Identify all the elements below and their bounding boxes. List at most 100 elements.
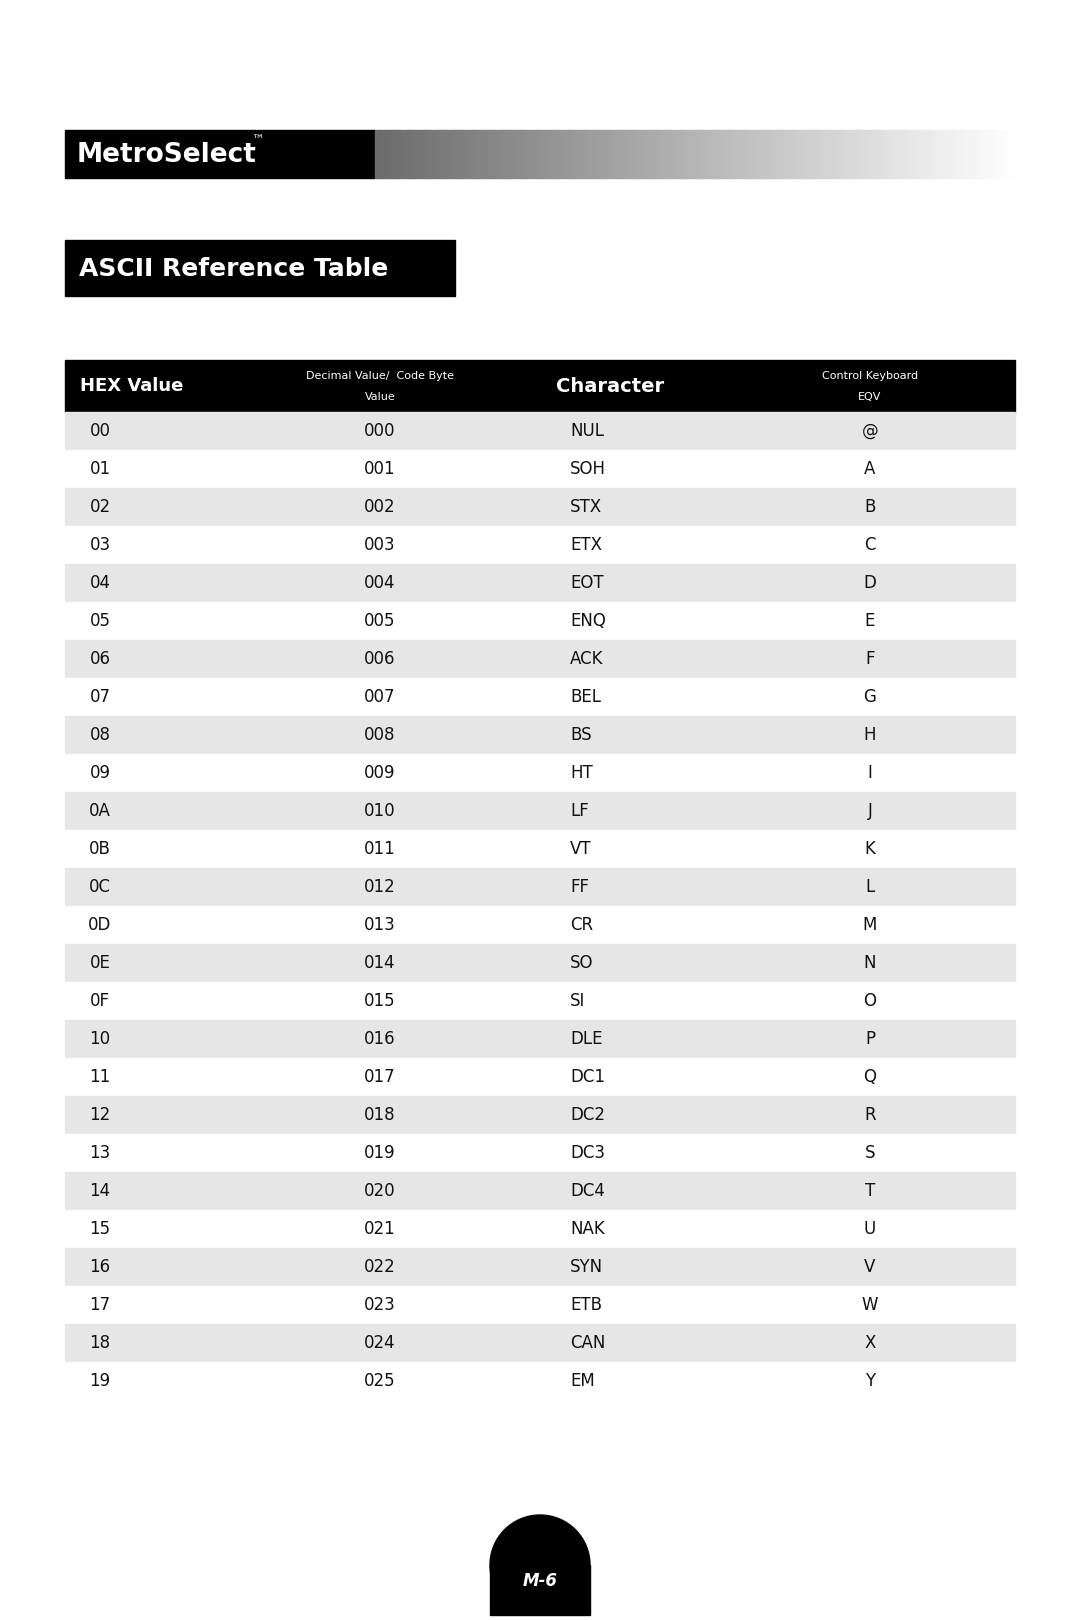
Bar bbox=[804, 130, 808, 178]
Bar bbox=[870, 130, 875, 178]
Ellipse shape bbox=[490, 1515, 590, 1615]
Text: ™: ™ bbox=[251, 134, 264, 147]
Bar bbox=[945, 130, 948, 178]
Bar bbox=[647, 130, 650, 178]
Bar bbox=[989, 130, 994, 178]
Text: 19: 19 bbox=[90, 1372, 110, 1390]
Bar bbox=[730, 130, 734, 178]
Bar bbox=[887, 130, 891, 178]
Text: O: O bbox=[864, 991, 877, 1009]
Bar bbox=[583, 130, 586, 178]
Bar bbox=[733, 130, 738, 178]
Text: ASCII Reference Table: ASCII Reference Table bbox=[79, 258, 388, 282]
Bar bbox=[618, 130, 622, 178]
Text: ETX: ETX bbox=[570, 536, 602, 554]
Text: 002: 002 bbox=[364, 497, 395, 517]
Bar bbox=[65, 564, 1015, 603]
Text: W: W bbox=[862, 1296, 878, 1314]
Bar bbox=[983, 130, 987, 178]
Bar bbox=[714, 130, 718, 178]
Bar bbox=[922, 130, 926, 178]
Bar bbox=[65, 1210, 1015, 1247]
Bar bbox=[772, 130, 775, 178]
Text: R: R bbox=[864, 1106, 876, 1124]
Bar bbox=[893, 130, 897, 178]
Bar bbox=[464, 130, 469, 178]
Text: DC2: DC2 bbox=[570, 1106, 605, 1124]
Bar bbox=[640, 130, 645, 178]
Text: 15: 15 bbox=[90, 1220, 110, 1238]
Bar bbox=[401, 130, 404, 178]
Bar bbox=[903, 130, 907, 178]
Bar bbox=[433, 130, 436, 178]
Bar bbox=[567, 130, 570, 178]
Bar bbox=[753, 130, 756, 178]
Bar bbox=[65, 640, 1015, 679]
Text: ACK: ACK bbox=[570, 650, 604, 667]
Text: S: S bbox=[865, 1144, 875, 1162]
Bar bbox=[391, 130, 394, 178]
Bar bbox=[557, 130, 562, 178]
Bar bbox=[967, 130, 971, 178]
Text: DC4: DC4 bbox=[570, 1183, 605, 1200]
Bar bbox=[615, 130, 619, 178]
Text: DC1: DC1 bbox=[570, 1068, 605, 1085]
Bar bbox=[676, 130, 679, 178]
Text: C: C bbox=[864, 536, 876, 554]
Bar bbox=[519, 130, 523, 178]
Bar bbox=[683, 130, 686, 178]
Bar bbox=[737, 130, 740, 178]
Bar bbox=[484, 130, 487, 178]
Bar bbox=[926, 130, 929, 178]
Bar bbox=[551, 130, 555, 178]
Bar bbox=[653, 130, 657, 178]
Text: 12: 12 bbox=[90, 1106, 110, 1124]
Bar bbox=[849, 130, 852, 178]
Text: CR: CR bbox=[570, 915, 593, 935]
Bar bbox=[570, 130, 573, 178]
Text: V: V bbox=[864, 1259, 876, 1277]
Bar bbox=[727, 130, 731, 178]
Bar bbox=[544, 130, 549, 178]
Text: 021: 021 bbox=[364, 1220, 396, 1238]
Text: 18: 18 bbox=[90, 1333, 110, 1353]
Text: SO: SO bbox=[570, 954, 594, 972]
Bar bbox=[1012, 130, 1015, 178]
Text: T: T bbox=[865, 1183, 875, 1200]
Bar bbox=[663, 130, 666, 178]
Bar bbox=[743, 130, 746, 178]
Bar bbox=[510, 130, 513, 178]
Bar bbox=[448, 130, 453, 178]
Bar bbox=[846, 130, 849, 178]
Bar bbox=[650, 130, 653, 178]
Bar bbox=[573, 130, 577, 178]
Text: 020: 020 bbox=[364, 1183, 395, 1200]
Bar bbox=[704, 130, 708, 178]
Text: I: I bbox=[867, 765, 873, 782]
Text: 023: 023 bbox=[364, 1296, 396, 1314]
Text: 13: 13 bbox=[90, 1144, 110, 1162]
Text: 03: 03 bbox=[90, 536, 110, 554]
Bar bbox=[842, 130, 846, 178]
Bar bbox=[414, 130, 417, 178]
Bar bbox=[756, 130, 759, 178]
Text: EM: EM bbox=[570, 1372, 595, 1390]
Bar bbox=[442, 130, 446, 178]
Bar bbox=[868, 130, 872, 178]
Bar bbox=[611, 130, 616, 178]
Bar bbox=[503, 130, 507, 178]
Text: N: N bbox=[864, 954, 876, 972]
Bar bbox=[561, 130, 565, 178]
Text: 04: 04 bbox=[90, 573, 110, 591]
Bar bbox=[1005, 130, 1009, 178]
Bar bbox=[896, 130, 901, 178]
Text: Value: Value bbox=[365, 392, 395, 402]
Text: Y: Y bbox=[865, 1372, 875, 1390]
Bar bbox=[711, 130, 715, 178]
Bar bbox=[679, 130, 683, 178]
Bar bbox=[417, 130, 420, 178]
Bar bbox=[65, 1286, 1015, 1324]
Bar bbox=[404, 130, 407, 178]
Bar bbox=[593, 130, 596, 178]
Bar bbox=[388, 130, 391, 178]
